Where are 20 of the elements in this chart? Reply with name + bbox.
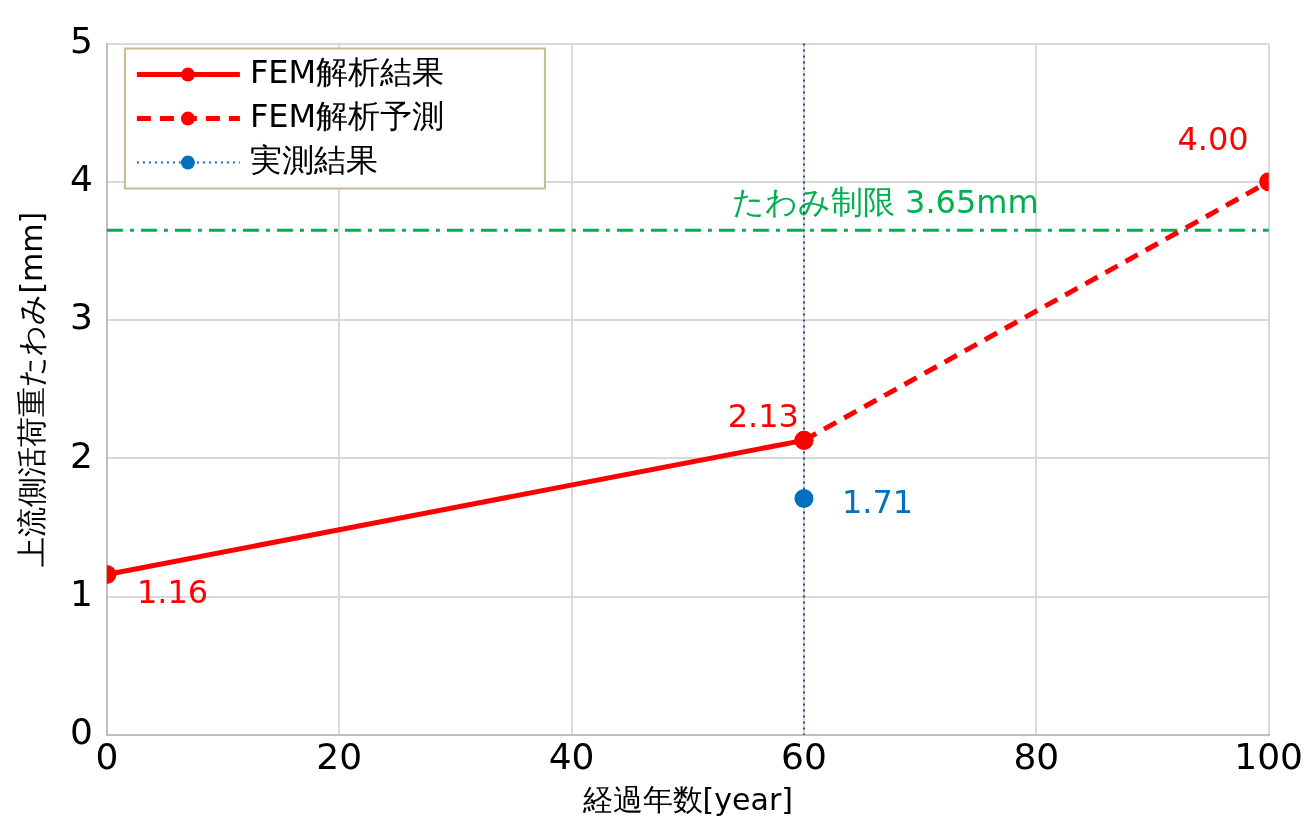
y-tick-label: 5 (70, 19, 93, 61)
y-tick-label: 2 (70, 434, 93, 476)
y-tick-label: 3 (70, 296, 93, 338)
data-label: 4.00 (1177, 120, 1249, 159)
data-label: 1.71 (841, 482, 914, 521)
x-tick-label: 80 (1013, 735, 1060, 777)
ref-line-label: たわみ制限 3.65mm (731, 182, 1039, 221)
x-tick-label: 60 (781, 735, 827, 777)
x-tick-label: 100 (1234, 735, 1303, 777)
y-tick-label: 4 (70, 158, 93, 200)
x-axis-title: 経過年数[year] (581, 781, 793, 817)
data-label: 1.16 (136, 572, 209, 611)
legend-label: 実測結果 (249, 140, 378, 179)
x-tick-label: 40 (548, 735, 595, 777)
y-tick-label: 1 (70, 572, 93, 614)
legend-label: FEM解析結果 (249, 52, 445, 91)
data-label: 2.13 (727, 396, 799, 435)
legend-label: FEM解析予測 (249, 96, 445, 135)
y-axis-title: 上流側活荷重たわみ[mm] (13, 211, 49, 567)
x-tick-label: 20 (316, 735, 363, 777)
